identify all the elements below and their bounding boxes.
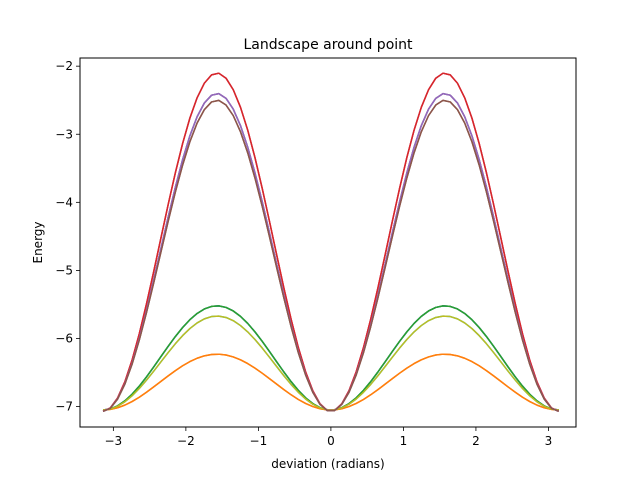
series-line-2 <box>103 353 559 411</box>
y-tick-label: −3 <box>55 127 73 141</box>
y-tick-label: −4 <box>55 195 73 209</box>
x-tick-label: 2 <box>472 434 480 448</box>
series-line-13 <box>102 72 560 413</box>
plot-frame <box>79 57 577 428</box>
series-line-11 <box>102 305 559 411</box>
series-line-8 <box>102 92 560 413</box>
series-line-3 <box>102 305 559 411</box>
y-axis-title: Energy <box>31 221 45 263</box>
y-tick-label: −2 <box>55 59 73 73</box>
series-line-14 <box>102 92 560 413</box>
series-line-4 <box>102 72 560 413</box>
y-tick-label: −6 <box>55 331 73 345</box>
series-line-6 <box>102 99 560 413</box>
x-axis: −3 −2 −1 0 1 2 3 <box>105 427 553 448</box>
series-line-10 <box>102 315 559 411</box>
y-tick-label: −5 <box>55 263 73 277</box>
series-line-7 <box>102 72 560 413</box>
x-tick-label: −2 <box>177 434 195 448</box>
y-tick-label: −7 <box>55 400 73 414</box>
x-tick-label: 3 <box>545 434 553 448</box>
series-line-1 <box>102 305 559 411</box>
series-line-5 <box>102 92 560 413</box>
series-line-9 <box>102 315 559 411</box>
x-tick-label: −3 <box>105 434 123 448</box>
x-axis-title: deviation (radians) <box>271 457 384 471</box>
series-line-15 <box>102 99 560 413</box>
series-line-12 <box>103 353 559 411</box>
x-tick-label: 1 <box>400 434 408 448</box>
x-tick-label: 0 <box>327 434 335 448</box>
chart-title: Landscape around point <box>243 37 413 53</box>
series-layer <box>102 72 560 413</box>
x-tick-label: −1 <box>250 434 268 448</box>
y-axis: −7 −6 −5 −4 −3 −2 <box>55 59 80 414</box>
